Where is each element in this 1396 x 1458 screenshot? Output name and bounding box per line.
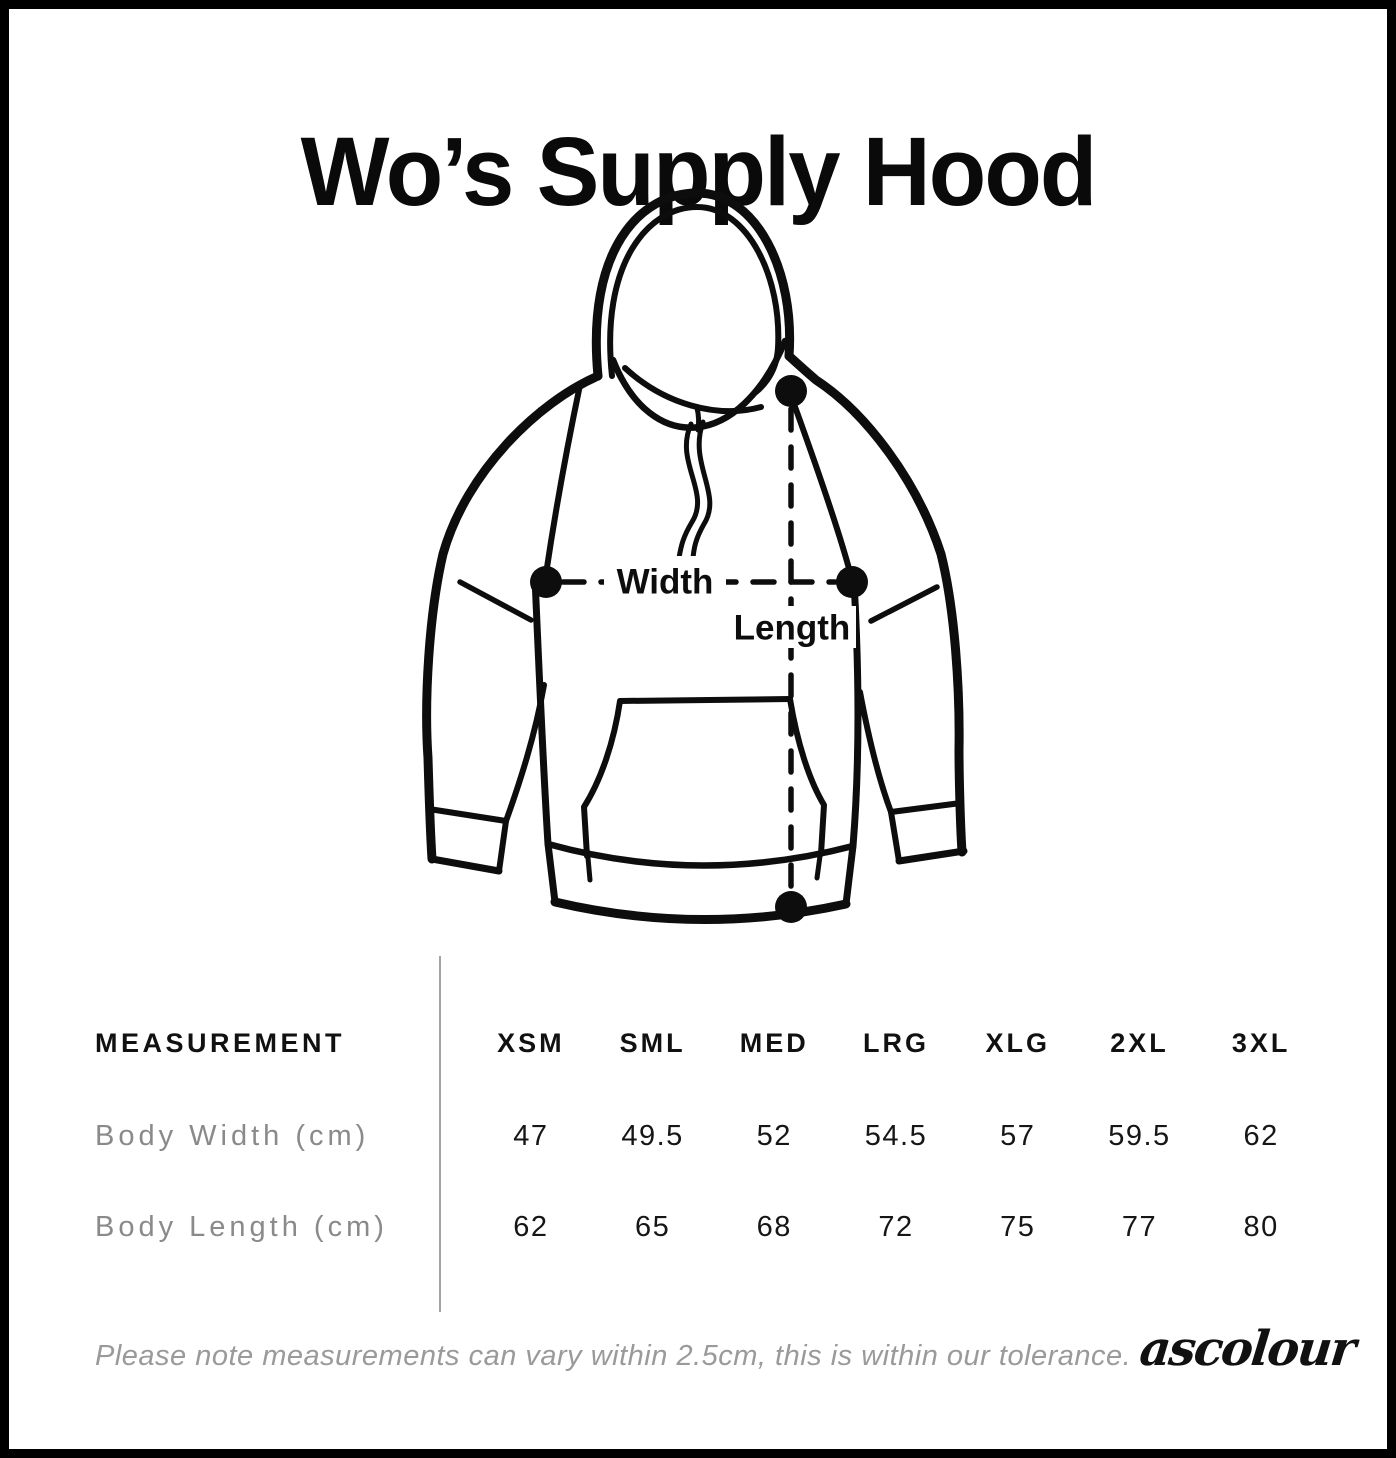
size-header-xsm: XSM <box>497 1028 565 1058</box>
left-sleeve <box>422 371 603 875</box>
size-header-row: XSM SML MED LRG XLG 2XL 3XL <box>470 1028 1322 1059</box>
measure-dot-left-underarm <box>530 566 562 598</box>
tolerance-note: Please note measurements can vary within… <box>95 1340 1132 1372</box>
value-cell: 65 <box>634 1211 671 1243</box>
size-header-sml: SML <box>619 1028 686 1058</box>
measurement-header: MEASUREMENT <box>95 1028 346 1058</box>
size-header-lrg: LRG <box>863 1028 930 1058</box>
row-label: Body Length (cm) <box>95 1211 388 1243</box>
table-divider <box>439 956 441 1312</box>
hood-outline <box>591 188 795 433</box>
value-cell: 54.5 <box>864 1120 928 1152</box>
value-cell: 72 <box>878 1211 914 1243</box>
row-values: 62 65 68 72 75 77 80 <box>470 1211 1322 1244</box>
value-cell: 77 <box>1121 1211 1158 1243</box>
row-label: Body Width (cm) <box>95 1120 370 1152</box>
drawstring <box>676 419 713 561</box>
value-cell: 47 <box>513 1120 549 1152</box>
value-cell: 80 <box>1243 1211 1279 1243</box>
row-values: 47 49.5 52 54.5 57 59.5 62 <box>470 1120 1322 1153</box>
value-cell: 62 <box>513 1211 549 1243</box>
table-header-row: MEASUREMENT XSM SML MED LRG XLG 2XL 3XL <box>9 1028 1387 1070</box>
table-row: Body Width (cm) 47 49.5 52 54.5 57 59.5 62 <box>9 1120 1387 1162</box>
measure-dot-right-underarm <box>836 566 868 598</box>
brand-logo: ascolour <box>1137 1321 1357 1377</box>
size-header-xlg: XLG <box>985 1028 1050 1058</box>
measure-dot-hem <box>775 891 807 923</box>
width-label-backing <box>604 556 726 608</box>
value-cell: 59.5 <box>1108 1120 1171 1152</box>
value-cell: 49.5 <box>621 1120 684 1152</box>
value-cell: 68 <box>756 1211 792 1243</box>
value-cell: 57 <box>1000 1120 1036 1152</box>
hoodie-diagram: Width Length <box>408 180 988 950</box>
measure-dot-shoulder <box>775 375 807 407</box>
size-header-3xl: 3XL <box>1231 1028 1291 1058</box>
size-header-2xl: 2XL <box>1110 1028 1169 1058</box>
length-label: Length <box>734 609 851 648</box>
value-cell: 52 <box>756 1120 792 1152</box>
right-sleeve <box>784 351 968 865</box>
value-cell: 75 <box>1000 1211 1036 1243</box>
table-row: Body Length (cm) 62 65 68 72 75 77 80 <box>9 1211 1387 1253</box>
kangaroo-pocket <box>581 696 827 883</box>
hoodie-illustration: Width Length <box>422 188 968 924</box>
value-cell: 62 <box>1243 1120 1279 1152</box>
size-header-med: MED <box>739 1028 809 1058</box>
length-label-backing <box>728 606 856 648</box>
width-label: Width <box>617 563 714 602</box>
